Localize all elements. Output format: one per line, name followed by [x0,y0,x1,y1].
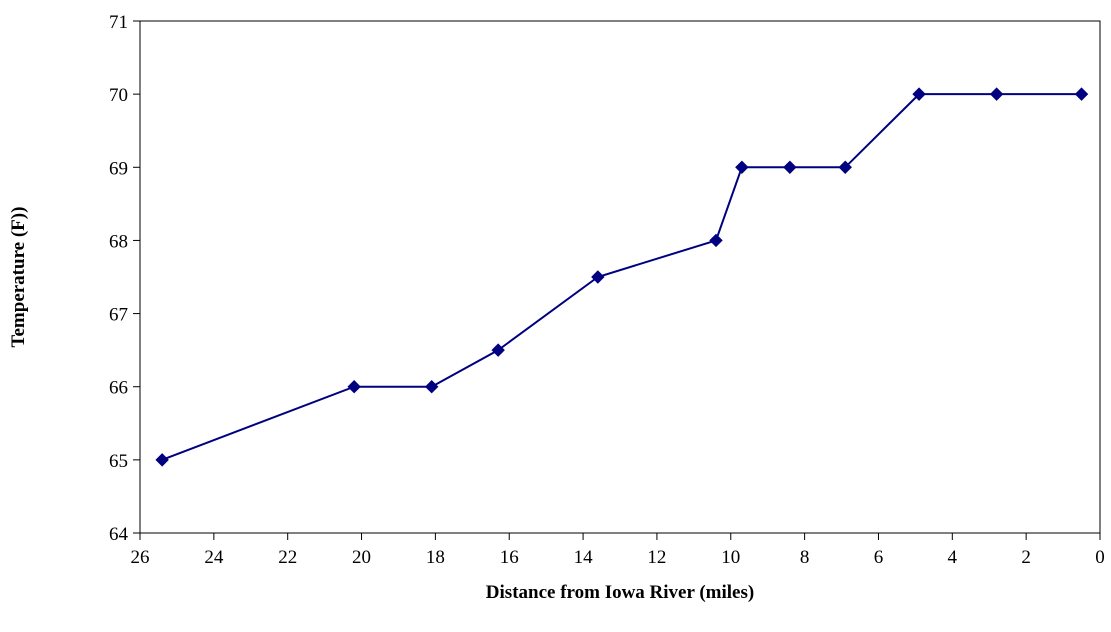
data-point [989,87,1004,101]
data-point [783,160,797,174]
data-point [491,343,505,357]
series-line [161,93,1082,461]
x-tick-label: 26 [131,547,150,568]
x-tick-label: 2 [1021,547,1031,568]
x-tick-label: 10 [721,547,740,568]
y-tick-label: 65 [109,451,128,472]
x-tick-label: 20 [352,547,371,568]
x-tick-label: 6 [874,547,884,568]
x-tick-label: 4 [948,547,958,568]
data-point [735,160,749,174]
data-point [155,453,169,467]
data-point [347,380,361,394]
x-tick-label: 0 [1095,547,1105,568]
x-axis-title: Distance from Iowa River (miles) [486,582,754,603]
data-point [709,233,723,248]
x-tick-label: 22 [278,547,297,568]
series-layer [155,87,1089,467]
y-tick-label: 67 [109,305,128,326]
y-tick-label: 64 [109,524,129,545]
y-axis-title: Temperature (F)) [8,207,29,348]
data-point [838,160,852,174]
y-tick-label: 66 [109,378,128,399]
y-axis-ticks: 64 65 66 67 68 69 70 71 [109,12,140,545]
x-tick-label: 12 [647,547,666,568]
data-point [591,270,605,284]
data-point [912,87,926,101]
data-point [424,380,439,394]
y-tick-label: 70 [109,85,128,106]
y-tick-label: 68 [109,231,128,252]
x-tick-label: 14 [574,547,594,568]
y-tick-label: 71 [109,12,128,33]
x-tick-label: 8 [800,547,810,568]
y-tick-label: 69 [109,158,128,179]
x-tick-label: 24 [204,547,224,568]
x-axis-ticks: 26 24 22 20 18 16 14 12 10 8 6 4 2 0 [131,533,1105,568]
data-point [1074,87,1089,101]
x-tick-label: 18 [426,547,445,568]
x-tick-label: 16 [500,547,519,568]
plot-area [139,20,1101,534]
